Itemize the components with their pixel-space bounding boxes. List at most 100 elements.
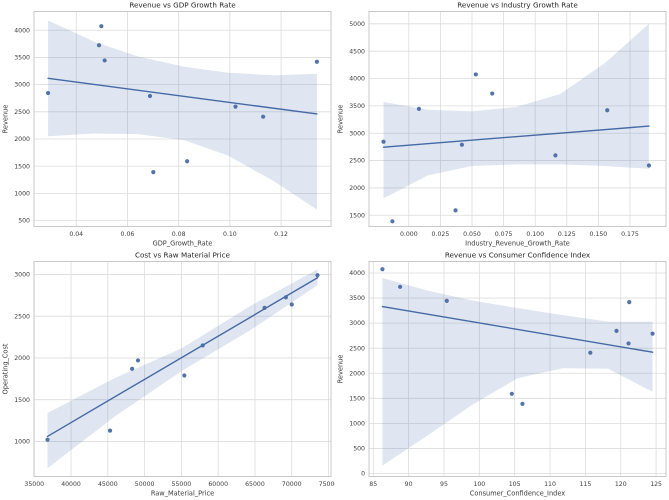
y-tick-label: 1500 [349, 395, 365, 402]
plot-revenue-vs-gdp-growth: 0.04 0.06 0.08 0.10 0.12 500 1000 1500 2000 2500 3… [0, 0, 335, 250]
confidence-band [381, 278, 653, 466]
plot-area [34, 11, 331, 227]
x-tick-label: 0.06 [121, 231, 135, 238]
cost-vs-raw-material-price-chart: 35000 40000 45000 50000 55000 60000 65000 70000… [2, 251, 335, 498]
data-point [262, 305, 267, 310]
data-point [459, 142, 464, 147]
x-tick-label: 50000 [135, 481, 155, 488]
regression-line [46, 277, 319, 438]
data-point [45, 437, 50, 442]
x-tick-label: 55000 [172, 481, 192, 488]
x-tick-label: 0.175 [621, 231, 639, 238]
y-tick-label: 4000 [349, 76, 365, 83]
x-axis-label: Raw_Material_Price [151, 490, 214, 498]
x-tick-label: 45000 [98, 481, 118, 488]
data-point [587, 350, 592, 355]
plot-area [34, 261, 331, 477]
x-tick-label: 0.12 [274, 231, 288, 238]
chart-title: Cost vs Raw Material Price [135, 251, 231, 260]
x-tick-label: 0.075 [494, 231, 512, 238]
x-tick-label: 90 [404, 481, 412, 488]
data-point [96, 43, 102, 48]
chart-title: Revenue vs GDP Growth Rate [129, 1, 236, 10]
x-tick-label: 0.04 [69, 231, 83, 238]
plot-border [33, 261, 332, 477]
x-tick-label: 40000 [61, 481, 81, 488]
data-point [649, 331, 655, 336]
data-point [519, 401, 525, 406]
y-tick-label: 1000 [14, 190, 30, 197]
plot-area [368, 261, 666, 477]
revenue-vs-consumer-confidence-chart: 85 90 95 100 105 110 115 120 125 0 500 1000 1500 2000… [336, 251, 666, 498]
y-tick-label: 1000 [14, 439, 30, 446]
y-tick-label: 2000 [349, 370, 365, 377]
y-tick-label: 3500 [349, 295, 365, 302]
y-tick-label: 2000 [349, 185, 365, 192]
x-tick-label: 0.100 [526, 231, 544, 238]
y-tick-label: 1500 [349, 212, 365, 219]
plot-area [368, 11, 666, 227]
data-point [135, 358, 141, 363]
y-tick-label: 3500 [349, 103, 365, 110]
revenue-vs-industry-growth-chart: 0.000 0.025 0.050 0.075 0.100 0.125 0.150 0.175… [336, 1, 666, 248]
plot-revenue-vs-consumer-confidence: 85 90 95 100 105 110 115 120 125 0 500 1000 1500 2000… [335, 250, 669, 500]
x-tick-label: 0.08 [172, 231, 186, 238]
plot-border [33, 11, 332, 227]
data-point [489, 91, 494, 96]
y-tick-label: 3500 [14, 55, 30, 62]
x-tick-label: 85 [369, 481, 377, 488]
y-tick-label: 0 [361, 471, 365, 478]
data-point [397, 284, 402, 289]
data-point [613, 328, 619, 334]
data-point [147, 93, 153, 99]
data-point [389, 219, 394, 224]
y-tick-label: 2000 [14, 136, 30, 143]
x-axis-label: GDP_Growth_Rate [153, 240, 213, 248]
x-tick-label: 75000 [319, 481, 335, 488]
x-tick-label: 35000 [24, 481, 44, 488]
data-point [233, 104, 238, 109]
y-axis-label: Revenue [2, 105, 10, 134]
data-point [45, 90, 51, 96]
data-point [380, 139, 386, 144]
data-point [626, 299, 631, 305]
data-point [200, 343, 205, 348]
data-point [283, 295, 288, 300]
y-tick-label: 2500 [349, 158, 365, 165]
x-axis-label: Industry_Revenue_Growth_Rate [465, 240, 570, 248]
plot-border [368, 261, 666, 477]
data-point [625, 341, 631, 346]
y-tick-label: 500 [353, 446, 365, 453]
data-point [473, 72, 478, 77]
y-tick-label: 2000 [14, 355, 30, 362]
data-point [102, 58, 107, 63]
data-point [315, 273, 320, 278]
y-axis-label: Revenue [336, 355, 344, 384]
y-tick-label: 3000 [14, 82, 30, 89]
x-axis-label: Consumer_Confidence_Index [469, 490, 565, 498]
plot-revenue-vs-industry-growth: 0.000 0.025 0.050 0.075 0.100 0.125 0.150 0.175… [335, 0, 669, 250]
y-tick-label: 4500 [349, 48, 365, 55]
regression-line [382, 125, 650, 148]
x-tick-label: 100 [473, 481, 485, 488]
x-tick-label: 0.10 [223, 231, 237, 238]
y-tick-label: 500 [18, 218, 30, 225]
y-tick-label: 3000 [349, 320, 365, 327]
data-point [185, 159, 190, 164]
data-point [289, 302, 294, 307]
data-point [314, 59, 320, 64]
y-tick-label: 4000 [349, 270, 365, 277]
confidence-band [48, 20, 317, 210]
y-tick-label: 1500 [14, 397, 30, 404]
data-point [261, 114, 266, 119]
y-tick-label: 4000 [14, 27, 30, 34]
regression-line [381, 305, 653, 353]
x-tick-label: 120 [614, 481, 626, 488]
chart-title: Revenue vs Consumer Confidence Index [444, 251, 590, 260]
data-point [151, 170, 156, 175]
revenue-vs-gdp-growth-chart: 0.04 0.06 0.08 0.10 0.12 500 1000 1500 2000 2500 3… [2, 1, 332, 248]
y-tick-label: 2500 [349, 345, 365, 352]
data-point [99, 24, 104, 29]
confidence-band [383, 23, 649, 199]
